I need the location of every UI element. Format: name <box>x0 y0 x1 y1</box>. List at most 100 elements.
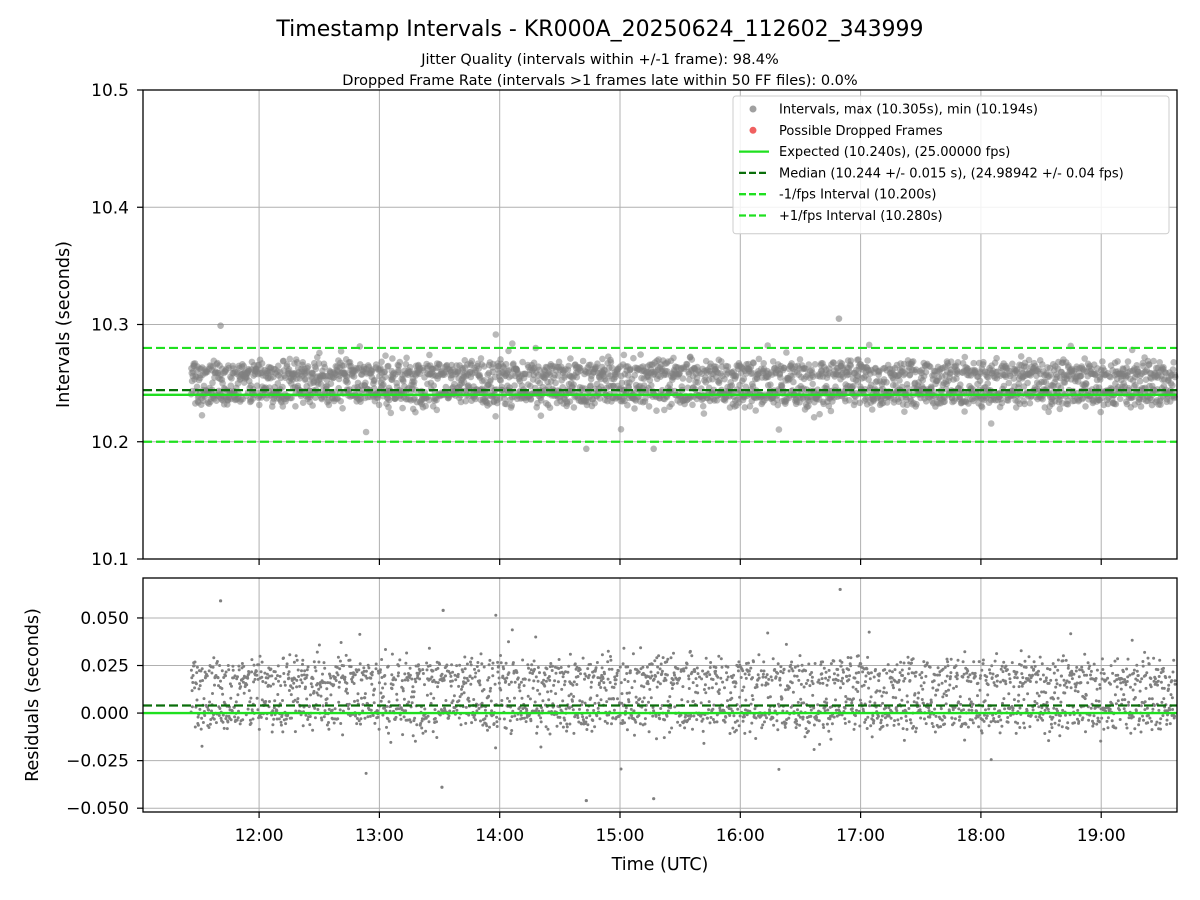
interval-point <box>957 381 964 389</box>
residual-point <box>919 716 923 720</box>
residual-point <box>322 715 326 719</box>
residual-point <box>579 722 583 726</box>
residual-point <box>868 704 872 708</box>
residual-point <box>900 668 904 672</box>
residual-point <box>460 685 464 689</box>
residual-point <box>586 676 590 680</box>
residual-point <box>877 714 880 718</box>
residual-point <box>914 730 918 734</box>
residual-point <box>317 643 321 647</box>
residual-point <box>687 687 691 690</box>
residual-point <box>620 692 624 696</box>
residual-point <box>895 709 899 713</box>
residual-point <box>541 709 544 713</box>
residual-point <box>843 721 847 725</box>
residual-point <box>453 673 457 677</box>
residual-point <box>398 658 402 662</box>
residual-point <box>417 672 421 675</box>
residual-point <box>394 678 398 682</box>
interval-point <box>492 331 500 338</box>
residual-point <box>845 674 849 678</box>
residual-point <box>308 704 311 708</box>
residual-point <box>257 663 261 667</box>
residual-point <box>676 667 680 671</box>
residual-point <box>658 717 662 721</box>
residual-point <box>455 708 459 712</box>
residual-point <box>897 722 901 726</box>
residual-point <box>343 678 347 681</box>
residual-point <box>865 667 869 671</box>
residual-point <box>231 668 235 672</box>
residual-point <box>351 675 355 679</box>
residual-point <box>854 687 858 691</box>
interval-point <box>631 405 638 412</box>
residual-point <box>429 692 433 696</box>
residual-point <box>477 707 481 710</box>
residual-point <box>323 709 327 713</box>
residual-point <box>502 667 506 671</box>
residual-point <box>928 715 932 719</box>
interval-point <box>425 396 433 404</box>
residual-point <box>313 706 317 710</box>
residual-point <box>764 675 768 679</box>
residual-point <box>834 708 838 712</box>
residual-point <box>443 708 447 712</box>
interval-point <box>689 401 696 409</box>
residual-point <box>246 676 250 680</box>
residual-point <box>920 698 924 701</box>
residual-point <box>487 676 491 680</box>
residual-point <box>201 721 205 724</box>
residual-point <box>801 715 805 719</box>
residual-point <box>311 677 315 681</box>
residual-point <box>554 692 558 696</box>
residual-point <box>633 733 636 737</box>
residual-point <box>605 721 609 725</box>
residual-point <box>300 669 303 673</box>
residual-point <box>401 733 405 737</box>
residual-point <box>794 726 798 730</box>
residual-point <box>411 734 415 738</box>
residual-point <box>355 722 359 726</box>
residual-point <box>275 717 279 721</box>
residual-point <box>846 656 850 659</box>
residual-point <box>408 673 412 677</box>
residual-point <box>906 655 910 659</box>
residual-point <box>497 664 501 668</box>
residual-point <box>359 722 362 726</box>
interval-point <box>510 360 517 368</box>
residual-point <box>199 727 203 731</box>
residual-point <box>841 676 844 680</box>
residual-point <box>227 668 231 672</box>
interval-point <box>961 353 969 361</box>
residual-point <box>496 660 500 664</box>
residual-point <box>474 671 478 675</box>
residual-point <box>795 674 799 678</box>
residual-point <box>820 672 824 676</box>
residual-point <box>656 665 660 669</box>
intervals-y-ticks: 10.110.210.310.410.5 <box>91 81 143 570</box>
residual-point <box>259 715 263 719</box>
residual-point <box>304 713 308 717</box>
residual-point <box>919 684 923 688</box>
residual-point <box>566 670 570 674</box>
residual-point <box>253 677 257 681</box>
residual-point <box>762 660 766 664</box>
residual-point <box>642 685 646 689</box>
residual-point <box>333 676 337 679</box>
residual-point <box>543 684 547 688</box>
residual-point <box>806 729 810 733</box>
residual-point <box>308 715 312 718</box>
residual-point <box>583 701 587 705</box>
residual-point <box>464 721 468 725</box>
residual-point <box>225 714 229 718</box>
residual-point <box>221 713 225 717</box>
residual-point <box>195 698 199 702</box>
residual-point <box>840 679 843 683</box>
residual-point <box>396 674 400 678</box>
residual-point <box>371 693 375 697</box>
residual-point <box>585 728 589 731</box>
interval-point <box>816 410 823 418</box>
residual-point <box>601 677 605 680</box>
interval-extreme-point <box>650 445 657 453</box>
residual-point <box>741 719 745 723</box>
